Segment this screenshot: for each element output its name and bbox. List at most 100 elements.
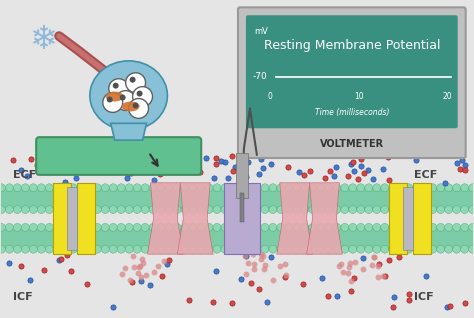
Circle shape — [189, 224, 197, 232]
Circle shape — [165, 224, 173, 232]
Circle shape — [165, 206, 173, 213]
Circle shape — [309, 224, 317, 232]
Circle shape — [293, 245, 301, 253]
Point — [461, 301, 469, 306]
Point — [251, 266, 258, 272]
Circle shape — [421, 184, 428, 192]
Circle shape — [53, 184, 61, 192]
Circle shape — [428, 206, 437, 213]
Point — [221, 159, 228, 164]
Circle shape — [245, 245, 253, 253]
Point — [337, 261, 345, 266]
Point — [166, 257, 173, 262]
Point — [370, 255, 377, 260]
Circle shape — [126, 73, 146, 93]
Point — [242, 271, 249, 276]
Point — [360, 170, 368, 176]
Circle shape — [109, 224, 117, 232]
Circle shape — [469, 184, 474, 192]
FancyBboxPatch shape — [246, 15, 458, 128]
Circle shape — [397, 184, 405, 192]
Circle shape — [405, 224, 413, 232]
Point — [224, 176, 231, 181]
Circle shape — [37, 184, 46, 192]
Circle shape — [141, 184, 149, 192]
Point — [124, 176, 131, 181]
Point — [357, 164, 365, 169]
Point — [134, 271, 141, 276]
Point — [374, 263, 382, 268]
Circle shape — [413, 184, 421, 192]
Circle shape — [381, 224, 389, 232]
Circle shape — [301, 206, 309, 213]
Bar — [236, 153, 248, 198]
Point — [335, 263, 343, 268]
Point — [307, 168, 314, 173]
Circle shape — [205, 184, 213, 192]
Circle shape — [445, 224, 453, 232]
Circle shape — [428, 245, 437, 253]
Circle shape — [125, 245, 133, 253]
Circle shape — [397, 245, 405, 253]
Point — [241, 254, 249, 259]
Circle shape — [173, 224, 181, 232]
Point — [210, 176, 218, 181]
Point — [231, 165, 239, 170]
Point — [358, 157, 365, 162]
Circle shape — [405, 245, 413, 253]
Circle shape — [5, 224, 13, 232]
Point — [247, 280, 255, 285]
Circle shape — [365, 245, 373, 253]
Circle shape — [421, 245, 428, 253]
Circle shape — [301, 224, 309, 232]
Bar — [389, 183, 407, 254]
Circle shape — [461, 224, 469, 232]
Polygon shape — [307, 183, 342, 254]
Point — [27, 156, 35, 161]
Point — [346, 260, 354, 266]
Circle shape — [253, 184, 261, 192]
Point — [255, 286, 263, 291]
Circle shape — [128, 99, 148, 118]
Circle shape — [357, 245, 365, 253]
Point — [259, 166, 266, 171]
Point — [146, 282, 154, 287]
Point — [23, 174, 30, 179]
Circle shape — [213, 206, 221, 213]
Circle shape — [333, 224, 341, 232]
Circle shape — [405, 184, 413, 192]
Point — [339, 270, 346, 275]
Point — [185, 297, 192, 302]
Circle shape — [37, 224, 46, 232]
Point — [261, 262, 268, 267]
Point — [121, 159, 128, 164]
Circle shape — [261, 184, 269, 192]
Circle shape — [77, 184, 85, 192]
Circle shape — [253, 224, 261, 232]
Point — [345, 264, 352, 269]
Bar — [1, 227, 473, 249]
Circle shape — [101, 224, 109, 232]
Point — [128, 170, 135, 175]
Circle shape — [141, 245, 149, 253]
Circle shape — [205, 224, 213, 232]
Circle shape — [381, 206, 389, 213]
Circle shape — [357, 224, 365, 232]
Polygon shape — [147, 183, 183, 254]
Circle shape — [261, 224, 269, 232]
Circle shape — [341, 224, 349, 232]
Point — [202, 156, 210, 161]
Circle shape — [221, 206, 229, 213]
Point — [109, 304, 117, 309]
Circle shape — [46, 224, 53, 232]
Point — [228, 153, 236, 158]
Circle shape — [13, 206, 21, 213]
Polygon shape — [111, 123, 146, 140]
Circle shape — [129, 77, 136, 83]
Circle shape — [93, 184, 101, 192]
Circle shape — [309, 184, 317, 192]
Circle shape — [365, 224, 373, 232]
Circle shape — [85, 206, 93, 213]
Circle shape — [437, 184, 445, 192]
Circle shape — [469, 245, 474, 253]
